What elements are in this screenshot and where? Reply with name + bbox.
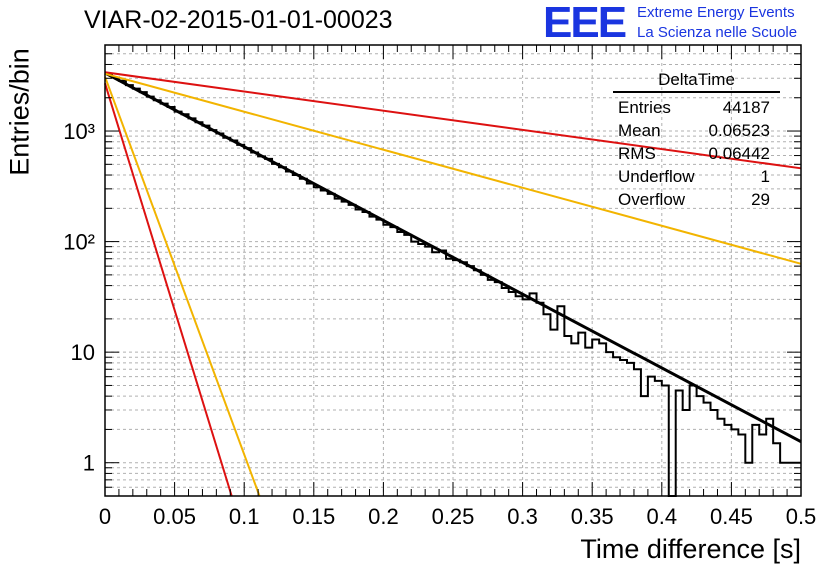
logo-line-1: Extreme Energy Events bbox=[637, 4, 795, 21]
series-line-4 bbox=[104, 83, 233, 497]
x-tick-label: 0.2 bbox=[368, 504, 399, 529]
stats-value: 29 bbox=[751, 190, 770, 209]
series-line-2 bbox=[104, 72, 802, 265]
x-tick-label: 0.05 bbox=[153, 504, 196, 529]
stats-value: 0.06442 bbox=[708, 144, 770, 163]
stats-label: Overflow bbox=[618, 190, 686, 209]
y-tick-label: 1 bbox=[83, 451, 95, 476]
x-tick-label: 0.1 bbox=[229, 504, 260, 529]
stats-label: Mean bbox=[618, 121, 661, 140]
x-tick-label: 0.45 bbox=[710, 504, 753, 529]
chart-title: VIAR-02-2015-01-01-00023 bbox=[84, 6, 393, 34]
stats-box-title: DeltaTime bbox=[613, 70, 780, 93]
eee-logo-text: Extreme Energy Events La Scienza nelle S… bbox=[637, 3, 797, 43]
stats-row-overflow: Overflow 29 bbox=[613, 188, 778, 211]
stats-box: DeltaTime Entries 44187 Mean 0.06523 RMS… bbox=[613, 70, 780, 211]
x-axis-label: Time difference [s] bbox=[580, 534, 801, 564]
stats-label: Underflow bbox=[618, 167, 695, 186]
x-tick-label: 0.3 bbox=[507, 504, 538, 529]
stats-label: RMS bbox=[618, 144, 656, 163]
x-tick-label: 0.35 bbox=[571, 504, 614, 529]
x-tick-label: 0 bbox=[99, 504, 111, 529]
series-line-0 bbox=[104, 71, 802, 443]
stats-row-mean: Mean 0.06523 bbox=[613, 119, 778, 142]
stats-row-rms: RMS 0.06442 bbox=[613, 142, 778, 165]
eee-logo-mark: EEE bbox=[543, 0, 627, 47]
y-tick-label: 10² bbox=[63, 230, 95, 255]
logo-line-2: La Scienza nelle Scuole bbox=[637, 24, 798, 41]
x-tick-label: 0.25 bbox=[432, 504, 475, 529]
series-line-3 bbox=[104, 76, 261, 497]
stats-value: 1 bbox=[760, 167, 770, 186]
series-line-1 bbox=[104, 71, 802, 170]
stats-row-entries: Entries 44187 bbox=[613, 96, 778, 119]
x-tick-label: 0.5 bbox=[786, 504, 817, 529]
x-tick-label: 0.15 bbox=[292, 504, 335, 529]
stats-value: 44187 bbox=[722, 98, 770, 117]
x-tick-label: 0.4 bbox=[647, 504, 678, 529]
stats-label: Entries bbox=[618, 98, 671, 117]
y-axis-label: Entries/bin bbox=[4, 48, 35, 176]
y-tick-label: 10 bbox=[71, 340, 95, 365]
stats-row-underflow: Underflow 1 bbox=[613, 165, 778, 188]
y-tick-label: 10³ bbox=[63, 119, 95, 144]
stats-value: 0.06523 bbox=[708, 121, 770, 140]
